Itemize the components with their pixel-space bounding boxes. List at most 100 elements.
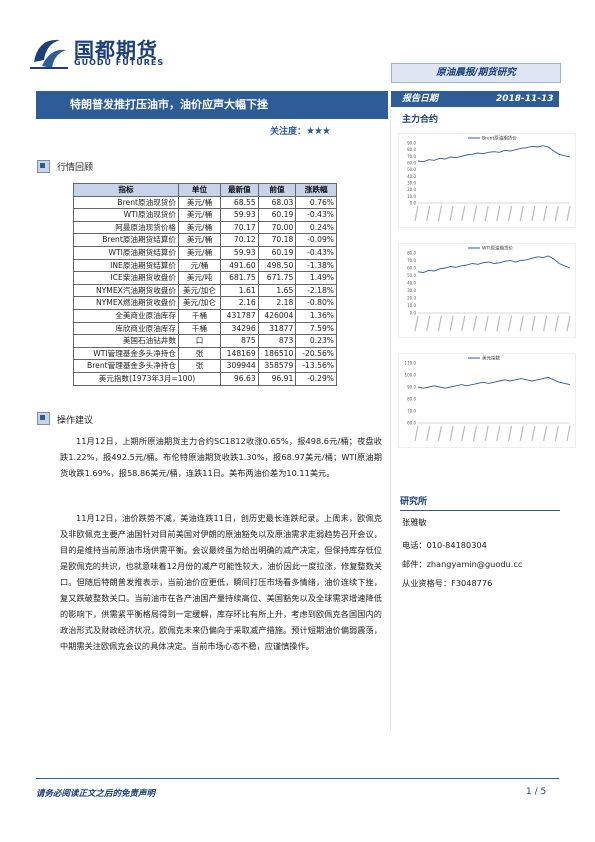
table-cell: 库欣商业原油库存 <box>73 321 179 336</box>
table-cell: 60.19 <box>257 245 297 260</box>
table-cell: 美元/加仑 <box>177 283 222 298</box>
x-tick-label <box>519 425 524 442</box>
x-tick-label <box>437 315 442 332</box>
table-cell: 681.75 <box>220 271 259 285</box>
table-cell: 美元/桶 <box>177 233 222 247</box>
page-number: 1 / 5 <box>526 787 547 797</box>
table-header-cell: 涨跌幅 <box>295 183 337 197</box>
table-row: NYMEX汽油期货收盘价 美元/加仑 1.61 1.65 -2.18% <box>73 283 337 298</box>
table-cell: 68.03 <box>257 195 297 210</box>
x-tick-label <box>531 315 536 332</box>
company-logo: 国都期货 GUODU FUTURES <box>28 32 173 74</box>
x-tick-label <box>484 315 489 332</box>
table-cell: 口 <box>177 334 222 348</box>
star-rating-icon: ★★★ <box>306 126 331 137</box>
section-heading-market: 行情回顾 <box>57 163 94 173</box>
table-cell: -0.80% <box>295 296 337 310</box>
table-cell: -13.56% <box>295 359 337 373</box>
table-cell: 美国石油钻井数 <box>73 334 179 348</box>
table-row: WTI原油现货价 美元/桶 59.93 60.19 -0.43% <box>73 208 337 222</box>
table-cell: 96.63 <box>220 371 259 386</box>
series-line <box>417 145 571 163</box>
table-cell: 59.93 <box>220 245 259 260</box>
table-cell: 1.49% <box>295 271 337 285</box>
x-tick-label <box>461 315 466 332</box>
table-cell: 元/桶 <box>177 258 222 273</box>
y-tick-label: 50.0 <box>407 273 416 278</box>
table-row: WTI原油期货结算价 美元/桶 59.93 60.19 -0.43% <box>73 245 337 260</box>
table-cell: 0.23% <box>295 334 337 348</box>
x-tick-label <box>426 205 431 222</box>
x-tick-label <box>484 425 489 442</box>
attention-label: 关注度： <box>270 127 307 137</box>
legend-label: Brent原油期货价 <box>482 135 517 142</box>
x-tick-label <box>496 315 501 332</box>
table-cell: 美元/桶 <box>177 220 222 235</box>
y-tick-label: 10.0 <box>407 303 416 308</box>
x-tick-label <box>449 205 454 222</box>
report-type-box: 原油晨报/期货研究 <box>391 63 561 83</box>
table-cell: Brent管理基金多头净持仓 <box>73 359 179 373</box>
table-row: Brent原油期货结算价 美元/桶 70.12 70.18 -0.09% <box>73 233 337 247</box>
x-tick-label <box>496 205 501 222</box>
table-cell: 美元/吨 <box>177 271 222 285</box>
table-cell: 60.19 <box>257 208 297 222</box>
table-cell: Brent原油现货价 <box>73 195 179 210</box>
table-cell: 美元/桶 <box>177 245 222 260</box>
table-cell: INE原油期货结算价 <box>73 258 179 273</box>
table-row: 全美商业原油库存 千桶 431787 426004 1.36% <box>73 308 337 323</box>
logo-text-cn: 国都期货 <box>74 38 158 62</box>
table-cell: 70.18 <box>257 233 297 247</box>
y-tick-label: 100.0 <box>405 373 417 378</box>
table-cell: -0.29% <box>295 371 337 386</box>
table-cell: 张 <box>177 346 222 361</box>
date-bar <box>391 91 559 107</box>
x-tick-label <box>507 205 513 222</box>
y-tick-label: 60.0 <box>407 161 416 166</box>
table-cell: 全美商业原油库存 <box>73 308 179 323</box>
disclaimer-text: 请务必阅读正文之后的免责声明 <box>36 789 156 799</box>
table-cell: 美元/桶 <box>177 208 222 222</box>
table-cell: 358579 <box>257 359 297 373</box>
y-tick-label: 20.0 <box>407 187 416 192</box>
table-cell: 426004 <box>257 308 297 323</box>
y-tick-label: 90.0 <box>407 141 416 146</box>
x-tick-label <box>566 205 571 222</box>
x-tick-label <box>414 315 419 332</box>
y-tick-label: 30.0 <box>407 181 416 186</box>
table-cell: 498.50 <box>257 258 297 273</box>
analyst-name: 张雅敏 <box>402 517 427 527</box>
footer-divider <box>36 778 559 779</box>
x-tick-label <box>449 425 454 442</box>
x-tick-label <box>543 205 548 222</box>
x-tick-label <box>554 205 559 222</box>
table-cell: 1.36% <box>295 308 337 323</box>
x-tick-label <box>437 205 442 222</box>
x-tick-label <box>543 315 548 332</box>
y-tick-label: 110.0 <box>405 361 417 366</box>
x-tick-label <box>519 315 524 332</box>
table-cell: 671.75 <box>257 271 297 285</box>
y-tick-label: 40.0 <box>407 174 416 179</box>
table-header-cell: 单位 <box>177 183 222 197</box>
table-cell: 美元指数(1973年3月=100) <box>72 371 222 386</box>
table-row: 库欣商业原油库存 千桶 34296 31877 7.59% <box>73 321 337 336</box>
paragraph: 11月12日，油价跌势不减，美油连跌11日，创历史最长连跌纪录。上周末，欧佩克及… <box>60 513 382 651</box>
table-cell: -20.56% <box>295 346 337 361</box>
table-cell: ICE柴油期货收盘价 <box>73 271 179 285</box>
x-tick-label <box>426 315 431 332</box>
table-cell: -2.18% <box>295 283 337 298</box>
table-cell: 96.91 <box>257 371 297 386</box>
x-tick-label <box>554 425 559 442</box>
paragraph: 11月12日，上期所原油期货主力合约SC1812收涨0.65%，报498.6元/… <box>60 436 382 478</box>
attention-rating: 关注度：★★★ <box>270 124 331 137</box>
report-title: 特朗普发推打压油市，油价应声大幅下挫 <box>36 91 388 119</box>
table-cell: 7.59% <box>295 321 337 336</box>
report-date-label: 报告日期 <box>402 94 439 104</box>
x-tick-label <box>472 205 478 222</box>
x-tick-label <box>543 425 548 442</box>
x-tick-label <box>414 425 419 442</box>
chart-wti: WTI原油期货价 80.0 70.0 60.0 50.0 40.0 30.0 20.0 10.0… <box>398 243 576 338</box>
table-cell: -1.38% <box>295 258 337 273</box>
table-cell: 2.18 <box>257 296 297 310</box>
